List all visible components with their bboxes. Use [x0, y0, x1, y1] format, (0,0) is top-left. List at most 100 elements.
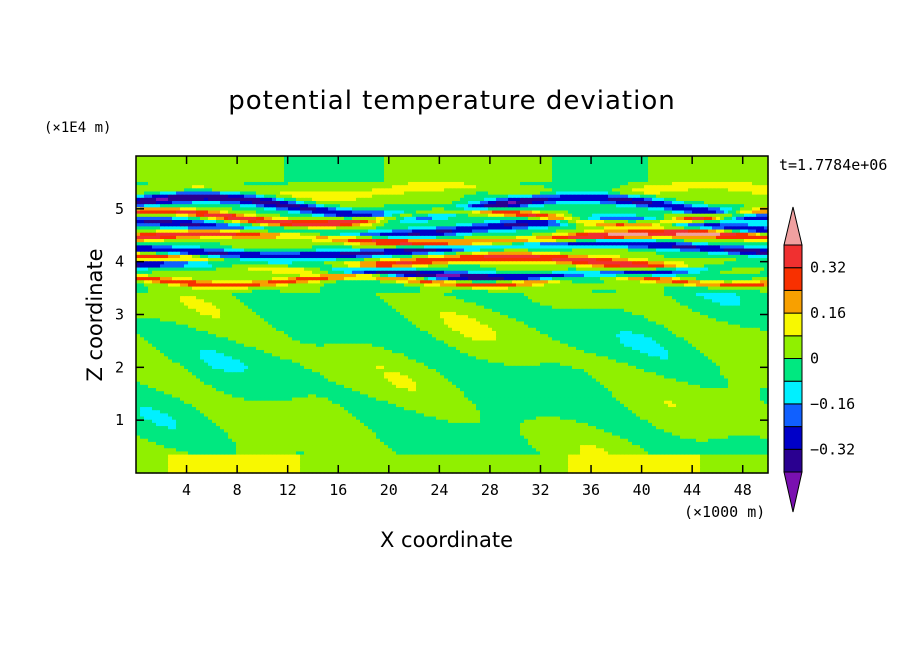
field-cell	[592, 441, 597, 446]
field-cell	[212, 403, 217, 408]
field-cell	[208, 390, 213, 395]
field-cell	[424, 422, 429, 427]
field-cell	[580, 415, 585, 420]
field-cell	[320, 412, 325, 417]
field-cell	[596, 393, 601, 398]
field-cell	[428, 438, 433, 442]
field-cell	[704, 403, 709, 408]
field-cell	[156, 463, 161, 468]
field-cell	[232, 438, 237, 442]
field-cell	[716, 450, 721, 455]
field-cell	[140, 406, 145, 411]
field-cell	[752, 447, 757, 452]
field-cell	[516, 428, 521, 433]
field-cell	[252, 390, 257, 395]
field-cell	[220, 412, 225, 417]
field-cell	[140, 381, 145, 385]
field-cell	[608, 409, 613, 414]
field-cell	[368, 393, 373, 398]
field-cell	[360, 469, 365, 474]
field-cell	[284, 422, 289, 427]
field-cell	[720, 393, 725, 398]
field-cell	[208, 469, 213, 474]
field-cell	[292, 457, 297, 461]
field-cell	[572, 441, 577, 446]
field-cell	[588, 447, 593, 452]
field-cell	[752, 434, 757, 439]
field-cell	[292, 447, 297, 452]
field-cell	[404, 396, 409, 401]
field-cell	[360, 415, 365, 420]
field-cell	[304, 412, 309, 417]
field-cell	[580, 428, 585, 433]
field-cell	[408, 431, 413, 436]
field-cell	[456, 425, 461, 430]
field-cell	[236, 441, 241, 446]
field-cell	[164, 415, 169, 420]
field-cell	[164, 466, 169, 471]
field-cell	[308, 466, 313, 471]
field-cell	[200, 447, 205, 452]
field-cell	[392, 463, 397, 468]
field-cell	[500, 381, 505, 385]
field-cell	[728, 396, 733, 401]
field-cell	[652, 431, 657, 436]
field-cell	[540, 457, 545, 461]
field-cell	[540, 469, 545, 474]
field-cell	[476, 431, 481, 436]
field-cell	[368, 447, 373, 452]
field-cell	[312, 419, 317, 423]
field-cell	[164, 377, 169, 382]
field-cell	[408, 434, 413, 439]
field-cell	[744, 381, 749, 385]
field-cell	[140, 409, 145, 414]
field-cell	[348, 441, 353, 446]
field-cell	[280, 453, 285, 458]
field-cell	[416, 422, 421, 427]
field-cell	[500, 371, 505, 376]
field-cell	[652, 428, 657, 433]
field-cell	[688, 406, 693, 411]
field-cell	[692, 428, 697, 433]
field-cell	[752, 393, 757, 398]
field-cell	[760, 444, 765, 449]
field-cell	[172, 425, 177, 430]
field-cell	[564, 453, 569, 458]
field-cell	[660, 444, 665, 449]
field-cell	[544, 390, 549, 395]
field-cell	[392, 371, 397, 376]
field-cell	[344, 428, 349, 433]
field-cell	[252, 469, 257, 474]
field-cell	[652, 469, 657, 474]
field-cell	[188, 377, 193, 382]
field-cell	[476, 438, 481, 442]
field-cell	[584, 447, 589, 452]
field-cell	[696, 466, 701, 471]
field-cell	[180, 412, 185, 417]
field-cell	[476, 444, 481, 449]
field-cell	[316, 463, 321, 468]
field-cell	[432, 457, 437, 461]
field-cell	[536, 422, 541, 427]
field-cell	[316, 419, 321, 423]
field-cell	[440, 457, 445, 461]
field-cell	[664, 438, 669, 442]
field-cell	[316, 431, 321, 436]
field-cell	[628, 400, 633, 404]
field-cell	[476, 403, 481, 408]
field-cell	[212, 409, 217, 414]
field-cell	[184, 384, 189, 389]
field-cell	[596, 400, 601, 404]
field-cell	[268, 384, 273, 389]
field-cell	[744, 428, 749, 433]
field-cell	[684, 428, 689, 433]
field-cell	[516, 412, 521, 417]
field-cell	[344, 434, 349, 439]
field-cell	[572, 422, 577, 427]
field-cell	[416, 412, 421, 417]
field-cell	[664, 390, 669, 395]
field-cell	[660, 390, 665, 395]
field-cell	[468, 406, 473, 411]
field-cell	[488, 400, 493, 404]
field-cell	[380, 390, 385, 395]
